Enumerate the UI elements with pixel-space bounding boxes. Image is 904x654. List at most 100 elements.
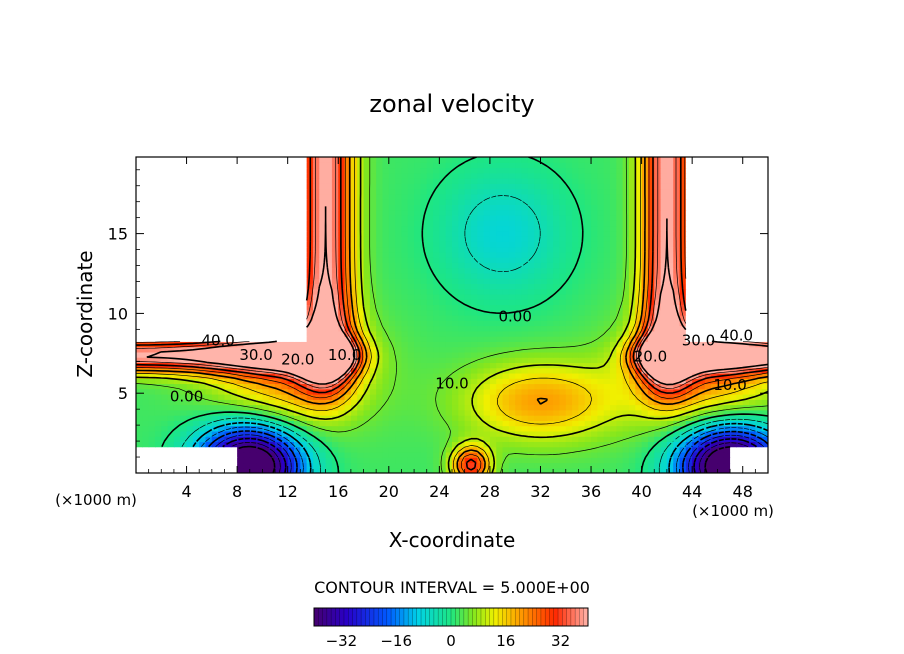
field-cell <box>622 241 630 248</box>
field-cell <box>553 415 561 421</box>
field-cell <box>154 357 162 363</box>
field-cell <box>136 288 143 295</box>
field-cell <box>742 236 750 242</box>
field-cell <box>508 283 516 290</box>
field-cell <box>338 346 346 353</box>
field-cell <box>376 399 384 406</box>
field-cell <box>654 346 662 353</box>
field-cell <box>527 415 535 421</box>
field-cell <box>515 251 523 258</box>
field-cell <box>711 420 719 427</box>
field-cell <box>578 362 586 369</box>
field-cell <box>559 288 567 295</box>
field-cell <box>344 351 352 358</box>
field-cell <box>325 288 333 295</box>
field-cell <box>761 388 768 395</box>
field-cell <box>268 230 276 237</box>
field-cell <box>439 236 447 242</box>
field-cell <box>395 357 403 363</box>
field-cell <box>483 409 491 416</box>
field-cell <box>647 257 655 263</box>
field-cell <box>205 325 213 332</box>
field-cell <box>148 299 156 306</box>
field-cell <box>148 283 156 290</box>
field-cell <box>584 430 592 437</box>
field-cell <box>477 272 485 279</box>
field-cell <box>325 383 333 390</box>
field-cell <box>660 457 668 464</box>
field-cell <box>458 267 466 274</box>
field-cell <box>262 246 270 253</box>
field-cell <box>749 320 756 327</box>
field-cell <box>761 457 768 464</box>
field-cell <box>136 451 143 458</box>
field-cell <box>281 230 289 237</box>
field-cell <box>331 409 339 416</box>
field-cell <box>660 467 668 473</box>
field-cell <box>717 315 725 321</box>
field-cell <box>439 404 447 411</box>
field-cell <box>218 404 226 411</box>
field-cell <box>742 262 750 269</box>
field-cell <box>679 336 687 342</box>
field-cell <box>218 267 226 274</box>
field-cell <box>312 209 320 216</box>
field-cell <box>527 399 535 406</box>
field-cell <box>180 367 188 374</box>
field-cell <box>565 446 573 453</box>
field-cell <box>496 446 504 453</box>
field-cell <box>736 283 744 290</box>
field-cell <box>546 415 554 421</box>
field-cell <box>268 315 276 321</box>
field-cell <box>578 320 586 327</box>
field-cell <box>154 467 162 473</box>
field-cell <box>654 451 662 458</box>
field-cell <box>622 346 630 353</box>
field-cell <box>300 241 308 248</box>
field-cell <box>401 293 409 300</box>
field-cell <box>256 420 263 427</box>
field-cell <box>331 341 339 348</box>
field-cell <box>243 362 251 369</box>
field-cell <box>553 315 561 321</box>
field-cell <box>439 220 447 227</box>
field-cell <box>622 230 630 237</box>
field-cell <box>635 225 643 232</box>
field-cell <box>452 241 459 248</box>
field-cell <box>673 362 681 369</box>
field-cell <box>363 257 371 263</box>
field-cell <box>565 367 573 374</box>
field-cell <box>154 336 162 342</box>
field-cell <box>426 220 434 227</box>
field-cell <box>730 378 737 385</box>
field-cell <box>420 372 428 379</box>
field-cell <box>439 399 447 406</box>
field-cell <box>546 288 554 295</box>
field-cell <box>477 209 485 216</box>
field-cell <box>647 272 655 279</box>
field-cell <box>161 330 169 337</box>
field-cell <box>628 467 636 473</box>
field-cell <box>445 451 453 458</box>
field-cell <box>584 315 592 321</box>
field-cell <box>148 404 156 411</box>
field-cell <box>186 278 194 284</box>
field-cell <box>635 420 643 427</box>
field-cell <box>597 251 605 258</box>
field-cell <box>136 220 143 227</box>
field-cell <box>211 420 219 427</box>
field-cell <box>148 330 156 337</box>
field-cell <box>692 288 700 295</box>
field-cell <box>597 320 605 327</box>
field-cell <box>749 220 756 227</box>
field-cell <box>262 351 270 358</box>
field-cell <box>167 214 175 221</box>
field-cell <box>338 309 346 316</box>
field-cell <box>534 214 542 221</box>
field-cell <box>331 257 339 263</box>
field-cell <box>300 267 308 274</box>
field-cell <box>685 362 693 369</box>
field-cell <box>521 320 529 327</box>
field-cell <box>496 257 504 263</box>
field-cell <box>654 446 662 453</box>
